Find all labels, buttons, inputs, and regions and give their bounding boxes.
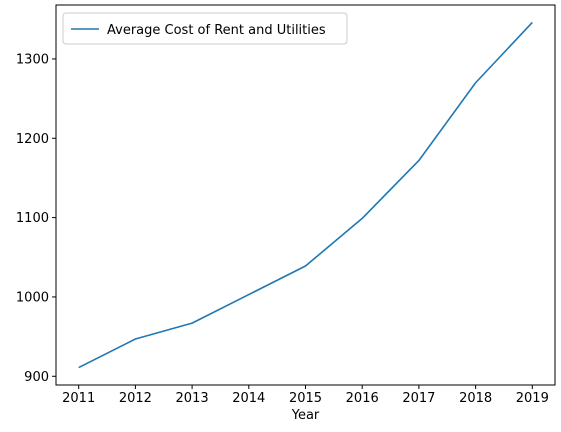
legend-label: Average Cost of Rent and Utilities bbox=[107, 23, 326, 38]
series-line bbox=[78, 21, 533, 369]
y-tick-label: 1300 bbox=[16, 52, 49, 67]
legend: Average Cost of Rent and Utilities bbox=[62, 12, 348, 45]
y-tick-label: 900 bbox=[24, 370, 49, 385]
legend-box bbox=[62, 12, 348, 45]
x-axis-label: Year bbox=[291, 408, 320, 423]
x-tick-label: 2016 bbox=[346, 391, 379, 406]
x-tick-label: 2011 bbox=[62, 391, 95, 406]
x-tick-label: 2013 bbox=[176, 391, 209, 406]
y-tick-label: 1200 bbox=[16, 132, 49, 147]
x-tick-label: 2015 bbox=[289, 391, 322, 406]
y-tick-label: 1000 bbox=[16, 290, 49, 305]
plot-frame bbox=[55, 4, 556, 386]
y-ticks: 900 1000 1100 1200 1300 bbox=[16, 52, 56, 385]
x-tick-label: 2012 bbox=[119, 391, 152, 406]
plot-layer bbox=[78, 21, 533, 369]
x-tick-label: 2019 bbox=[516, 391, 549, 406]
x-tick-label: 2017 bbox=[402, 391, 435, 406]
x-ticks: 2011 2012 2013 2014 2015 2016 2017 2018 2019 bbox=[62, 385, 549, 406]
x-tick-label: 2018 bbox=[459, 391, 492, 406]
y-tick-label: 1100 bbox=[16, 211, 49, 226]
x-tick-label: 2014 bbox=[232, 391, 265, 406]
